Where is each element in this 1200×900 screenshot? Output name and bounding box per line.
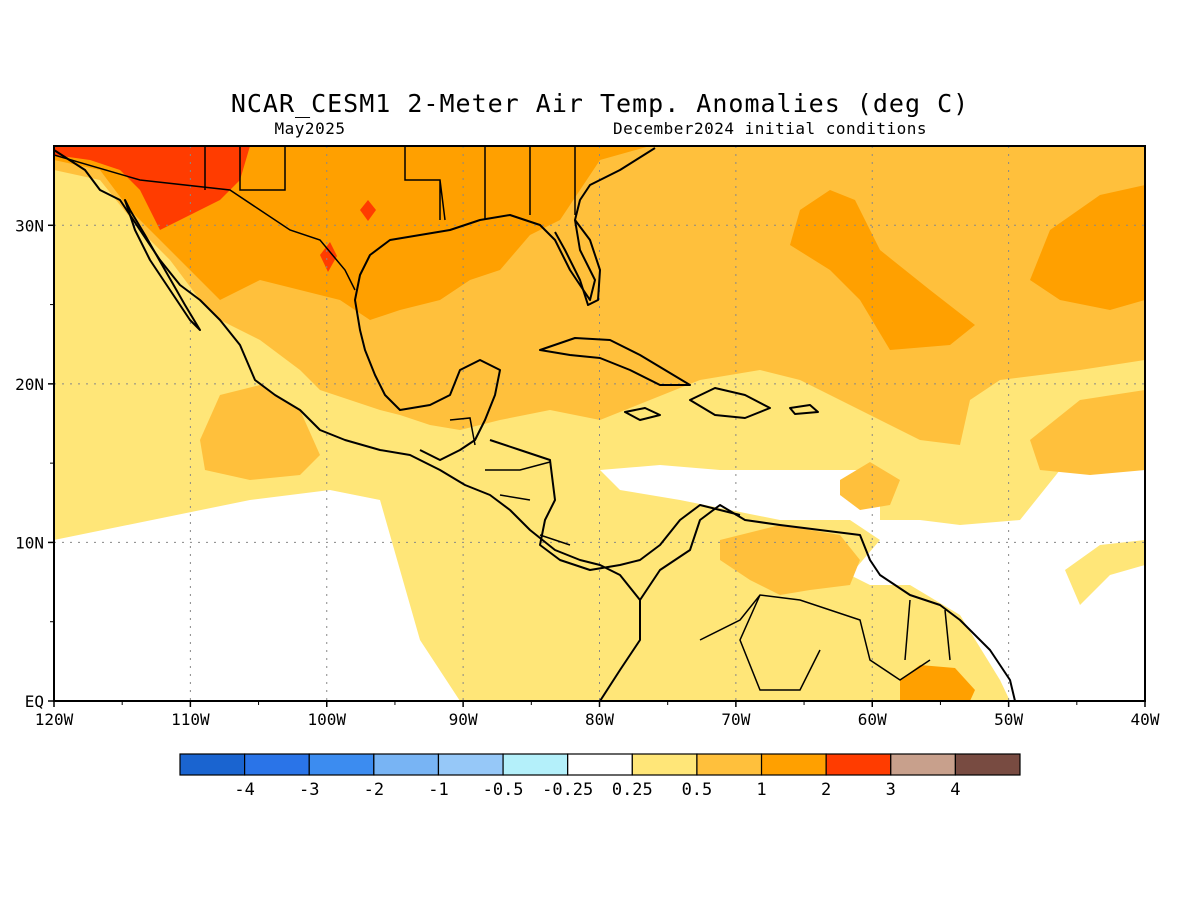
anomaly-region-1-guiana <box>900 665 975 701</box>
colorbar: -4 -3 -2 -1 -0.5 -0.25 0.25 0.5 1 2 3 4 <box>179 753 1021 800</box>
x-tick-label: 120W <box>35 710 74 729</box>
colorbar-swatch <box>631 753 698 776</box>
colorbar-swatch <box>760 753 827 776</box>
colorbar-swatch <box>373 753 440 776</box>
coastline-gulf-of-mexico <box>354 147 656 461</box>
colorbar-swatch <box>179 753 246 776</box>
political-borders <box>54 146 951 691</box>
x-tick-label: 80W <box>585 710 614 729</box>
colorbar-swatch <box>825 753 892 776</box>
coastline-cuba <box>539 337 691 386</box>
colorbar-label: 4 <box>950 780 960 800</box>
colorbar-label: 1 <box>756 780 766 800</box>
colorbar-label: -2 <box>364 780 384 800</box>
border-central-america <box>449 417 571 546</box>
coastline-florida <box>554 219 601 306</box>
coastline-puerto-rico <box>789 404 819 415</box>
anomaly-region-1-atlantic-e <box>1030 185 1145 310</box>
colorbar-label: -1 <box>428 780 448 800</box>
x-tick-label: 60W <box>858 710 887 729</box>
y-tick-label: 10N <box>15 533 44 552</box>
anomaly-region-05-pacific <box>200 385 320 480</box>
colorbar-label: 2 <box>821 780 831 800</box>
anomaly-region-2-mexico <box>320 242 337 272</box>
colorbar-swatch <box>437 753 504 776</box>
anomaly-region-2 <box>54 146 250 230</box>
anomaly-region-2-texas <box>360 200 376 221</box>
y-axis: EQ 10N 20N 30N <box>15 216 54 711</box>
map-area <box>54 146 1145 701</box>
anomaly-region-05-caribbean-spot <box>840 462 900 510</box>
x-tick-label: 70W <box>721 710 750 729</box>
coastline-baja <box>124 199 201 331</box>
x-tick-label: 100W <box>307 710 346 729</box>
subtitle-init: December2024 initial conditions <box>613 119 927 138</box>
y-tick-label: 20N <box>15 375 44 394</box>
grid-lines <box>54 146 1145 701</box>
colorbar-swatch <box>696 753 763 776</box>
x-tick-label: 50W <box>994 710 1023 729</box>
coastline-south-america-north <box>639 504 1016 701</box>
anomaly-region-025-east <box>1065 540 1145 605</box>
subtitle-month: May2025 <box>275 119 346 138</box>
colorbar-label: -0.25 <box>542 780 593 800</box>
colorbar-swatch <box>244 753 310 776</box>
x-axis: 120W 110W 100W 90W 80W 70W 60W 50W 40W <box>35 701 1160 729</box>
coastlines <box>54 147 1016 701</box>
x-tick-label: 110W <box>171 710 210 729</box>
colorbar-swatch <box>890 753 956 776</box>
colorbar-label: 0.25 <box>612 780 653 800</box>
anomaly-region-1-atlantic-ne <box>790 190 975 350</box>
y-tick-label: 30N <box>15 216 44 235</box>
coastline-jamaica <box>624 407 661 421</box>
anomaly-region-025-south <box>620 665 780 701</box>
x-tick-label: 40W <box>1131 710 1160 729</box>
colorbar-label: 0.5 <box>682 780 713 800</box>
anomaly-region-05-venezuela <box>720 525 860 595</box>
colorbar-swatch <box>502 753 569 776</box>
coastline-hispaniola <box>689 387 771 419</box>
anomaly-region-05-atlantic <box>1030 390 1145 475</box>
colorbar-label: -3 <box>299 780 319 800</box>
colorbar-label: 3 <box>886 780 896 800</box>
colorbar-swatch <box>954 753 1021 776</box>
colorbar-label: -0.5 <box>483 780 524 800</box>
y-tick-label: EQ <box>25 692 44 711</box>
x-tick-label: 90W <box>449 710 478 729</box>
border-us-states <box>204 146 576 221</box>
border-us-mexico <box>54 154 356 291</box>
coastline-central-america-caribbean <box>489 439 741 571</box>
colorbar-swatch <box>567 753 633 776</box>
figure-title: NCAR_CESM1 2-Meter Air Temp. Anomalies (… <box>231 89 969 118</box>
border-south-america <box>699 594 951 691</box>
colorbar-swatch <box>308 753 375 776</box>
colorbar-label: -4 <box>234 780 254 800</box>
